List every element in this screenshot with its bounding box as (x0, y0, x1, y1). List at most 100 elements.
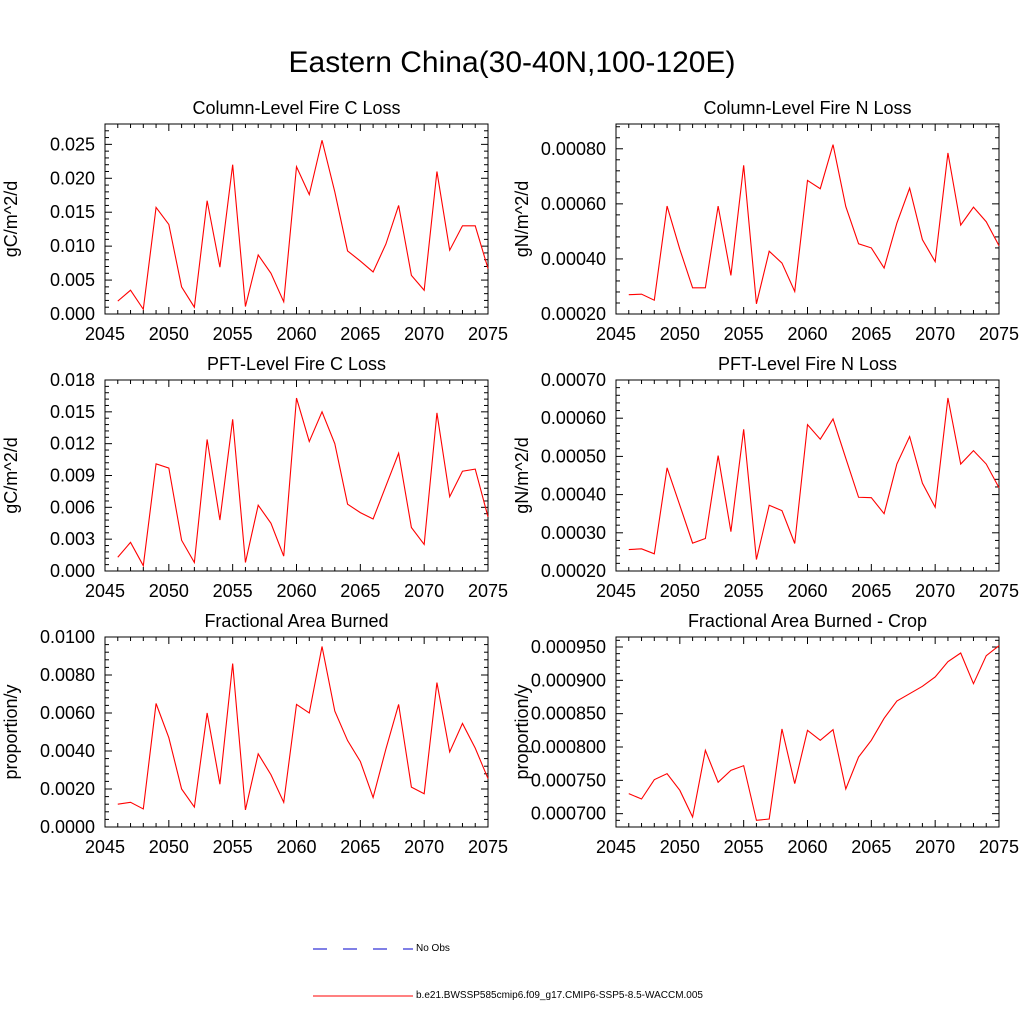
x-tick-label: 2060 (276, 837, 316, 857)
y-tick-label: 0.0020 (40, 779, 95, 799)
x-tick-label: 2050 (660, 837, 700, 857)
y-tick-label: 0.012 (50, 434, 95, 454)
legend-model-label: b.e21.BWSSP585cmip6.f09_g17.CMIP6-SSP5-8… (416, 990, 703, 1001)
y-tick-label: 0.00060 (541, 194, 606, 214)
x-tick-label: 2055 (724, 324, 764, 344)
y-tick-label: 0.000900 (531, 670, 606, 690)
y-axis-label: gN/m^2/d (512, 181, 532, 257)
y-tick-label: 0.003 (50, 529, 95, 549)
y-tick-label: 0.020 (50, 168, 95, 188)
x-tick-label: 2065 (851, 581, 891, 601)
panel-title: Fractional Area Burned (204, 611, 388, 631)
plot-frame (615, 379, 1000, 572)
x-tick-label: 2065 (340, 837, 380, 857)
y-tick-label: 0.005 (50, 270, 95, 290)
x-tick-label: 2075 (979, 581, 1019, 601)
x-tick-label: 2070 (404, 837, 444, 857)
y-tick-label: 0.0040 (40, 741, 95, 761)
series-line (628, 397, 1000, 560)
panel-title: Fractional Area Burned - Crop (688, 611, 927, 631)
series-line (628, 645, 1000, 821)
y-tick-label: 0.00050 (541, 446, 606, 466)
y-tick-label: 0.00040 (541, 485, 606, 505)
x-tick-label: 2050 (149, 324, 189, 344)
x-tick-label: 2070 (915, 837, 955, 857)
series-line (117, 397, 489, 568)
y-tick-label: 0.0060 (40, 703, 95, 723)
panel-title: Column-Level Fire N Loss (703, 98, 911, 118)
x-tick-label: 2065 (340, 324, 380, 344)
x-tick-label: 2045 (596, 581, 636, 601)
y-axis-label: gC/m^2/d (1, 437, 21, 513)
y-tick-label: 0.010 (50, 236, 95, 256)
x-tick-label: 2070 (404, 324, 444, 344)
x-tick-label: 2075 (468, 581, 508, 601)
x-tick-label: 2075 (979, 324, 1019, 344)
y-tick-label: 0.00030 (541, 523, 606, 543)
y-axis-label: proportion/y (1, 684, 21, 779)
x-tick-label: 2060 (787, 837, 827, 857)
panel-title: PFT-Level Fire N Loss (718, 354, 897, 374)
y-tick-label: 0.018 (50, 370, 95, 390)
legend-obs-label: No Obs (416, 943, 450, 954)
y-tick-label: 0.000950 (531, 637, 606, 657)
x-tick-label: 2065 (340, 581, 380, 601)
x-tick-label: 2070 (404, 581, 444, 601)
x-tick-label: 2045 (596, 324, 636, 344)
x-tick-label: 2065 (851, 324, 891, 344)
y-tick-label: 0.000800 (531, 737, 606, 757)
y-tick-label: 0.015 (50, 402, 95, 422)
x-tick-label: 2070 (915, 324, 955, 344)
y-tick-label: 0.00070 (541, 370, 606, 390)
y-axis-label: proportion/y (512, 684, 532, 779)
x-tick-label: 2060 (787, 581, 827, 601)
y-tick-label: 0.025 (50, 134, 95, 154)
panel-5: Fractional Area Burned proportion/y 2045 20… (1, 611, 508, 857)
x-tick-label: 2045 (85, 581, 125, 601)
y-tick-label: 0.00040 (541, 249, 606, 269)
y-tick-label: 0.0080 (40, 665, 95, 685)
x-tick-label: 2050 (660, 581, 700, 601)
panel-4: PFT-Level Fire N Loss gN/m^2/d 2045 2050 205… (512, 354, 1019, 601)
x-tick-label: 2055 (724, 837, 764, 857)
panel-title: Column-Level Fire C Loss (192, 98, 400, 118)
panel-2: Column-Level Fire N Loss gN/m^2/d 2045 2050… (512, 98, 1019, 344)
y-tick-label: 0.0100 (40, 627, 95, 647)
y-tick-label: 0.006 (50, 497, 95, 517)
y-tick-label: 0.000750 (531, 770, 606, 790)
x-tick-label: 2060 (276, 324, 316, 344)
x-tick-label: 2060 (787, 324, 827, 344)
y-tick-label: 0.000 (50, 561, 95, 581)
x-tick-label: 2055 (213, 581, 253, 601)
y-tick-label: 0.000 (50, 304, 95, 324)
x-tick-label: 2045 (85, 837, 125, 857)
x-tick-label: 2045 (85, 324, 125, 344)
y-tick-label: 0.015 (50, 202, 95, 222)
y-tick-label: 0.00080 (541, 139, 606, 159)
y-axis-label: gC/m^2/d (1, 181, 21, 257)
y-tick-label: 0.000850 (531, 704, 606, 724)
x-tick-label: 2050 (660, 324, 700, 344)
x-tick-label: 2075 (468, 324, 508, 344)
x-tick-label: 2075 (468, 837, 508, 857)
x-tick-label: 2045 (596, 837, 636, 857)
series-line (628, 144, 1000, 304)
series-line (117, 646, 489, 811)
plot-frame (104, 636, 489, 828)
y-tick-label: 0.00020 (541, 304, 606, 324)
x-tick-label: 2055 (213, 837, 253, 857)
panel-3: PFT-Level Fire C Loss gC/m^2/d 2045 2050 205… (1, 354, 508, 601)
x-tick-label: 2055 (724, 581, 764, 601)
series-line (117, 140, 489, 311)
x-tick-label: 2070 (915, 581, 955, 601)
y-tick-label: 0.009 (50, 466, 95, 486)
y-tick-label: 0.00060 (541, 408, 606, 428)
y-axis-label: gN/m^2/d (512, 437, 532, 513)
x-tick-label: 2055 (213, 324, 253, 344)
plot-frame (615, 123, 1000, 315)
x-tick-label: 2050 (149, 837, 189, 857)
x-tick-label: 2050 (149, 581, 189, 601)
y-tick-label: 0.0000 (40, 817, 95, 837)
x-tick-label: 2060 (276, 581, 316, 601)
